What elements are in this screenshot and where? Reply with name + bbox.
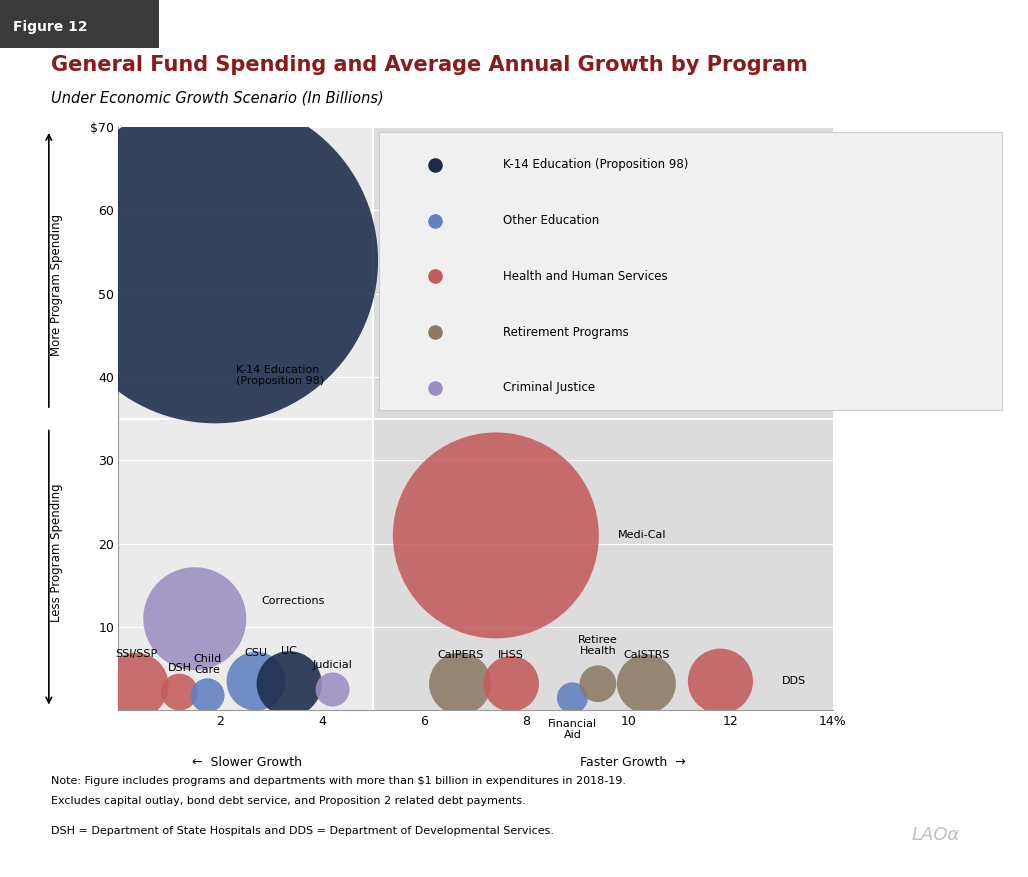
Point: [638, 677, 655, 691]
Text: UC: UC: [282, 646, 297, 656]
Text: CSU: CSU: [245, 648, 267, 658]
Text: Excludes capital outlay, bond debt service, and Proposition 2 related debt payme: Excludes capital outlay, bond debt servi…: [51, 796, 526, 806]
Point: [487, 528, 504, 542]
Text: Other Education: Other Education: [504, 214, 599, 227]
Point: [325, 682, 341, 696]
Text: Faster Growth  →: Faster Growth →: [580, 757, 686, 769]
Text: CalSTRS: CalSTRS: [623, 651, 669, 660]
Text: K-14 Education (Proposition 98): K-14 Education (Proposition 98): [504, 159, 689, 172]
Point: [590, 677, 607, 691]
Text: Judicial: Judicial: [313, 660, 353, 670]
Point: [172, 685, 188, 699]
Text: LAOα: LAOα: [911, 826, 960, 844]
Point: [207, 253, 223, 267]
Point: [564, 691, 581, 705]
Point: [503, 677, 519, 691]
Bar: [373, 127, 833, 710]
Text: ←  Slower Growth: ← Slower Growth: [192, 757, 302, 769]
Text: Corrections: Corrections: [261, 596, 325, 606]
Point: [186, 612, 203, 626]
Point: [127, 679, 144, 693]
Text: General Fund Spending and Average Annual Growth by Program: General Fund Spending and Average Annual…: [51, 54, 808, 75]
Text: K-14 Education
(Proposition 98): K-14 Education (Proposition 98): [235, 365, 324, 386]
Point: [452, 677, 469, 691]
Text: Figure 12: Figure 12: [12, 19, 87, 33]
Text: Medi-Cal: Medi-Cal: [619, 531, 667, 540]
Text: DDS: DDS: [781, 676, 806, 686]
Text: DSH = Department of State Hospitals and DDS = Department of Developmental Servic: DSH = Department of State Hospitals and …: [51, 826, 554, 836]
Text: Above Average Growth: Above Average Growth: [505, 328, 702, 343]
Text: Criminal Justice: Criminal Justice: [504, 381, 595, 395]
Text: Under Economic Growth Scenario (In Billions): Under Economic Growth Scenario (In Billi…: [51, 90, 384, 105]
Point: [248, 674, 264, 688]
Text: Note: Figure includes programs and departments with more than $1 billion in expe: Note: Figure includes programs and depar…: [51, 776, 626, 786]
Text: Health and Human Services: Health and Human Services: [504, 270, 668, 283]
Text: More Program Spending: More Program Spending: [50, 214, 63, 356]
Point: [281, 677, 297, 691]
Point: [199, 688, 216, 702]
Text: CalPERS: CalPERS: [437, 651, 483, 660]
Text: Less Program Spending: Less Program Spending: [50, 483, 63, 622]
Point: [712, 674, 729, 688]
Text: Child
Care: Child Care: [193, 654, 222, 675]
Text: Retirement Programs: Retirement Programs: [504, 325, 629, 339]
Text: IHSS: IHSS: [499, 651, 524, 660]
Text: SSI/SSP: SSI/SSP: [115, 649, 157, 659]
Text: Retiree
Health: Retiree Health: [578, 635, 618, 656]
Text: Financial
Aid: Financial Aid: [548, 719, 597, 740]
Text: DSH: DSH: [168, 663, 191, 673]
